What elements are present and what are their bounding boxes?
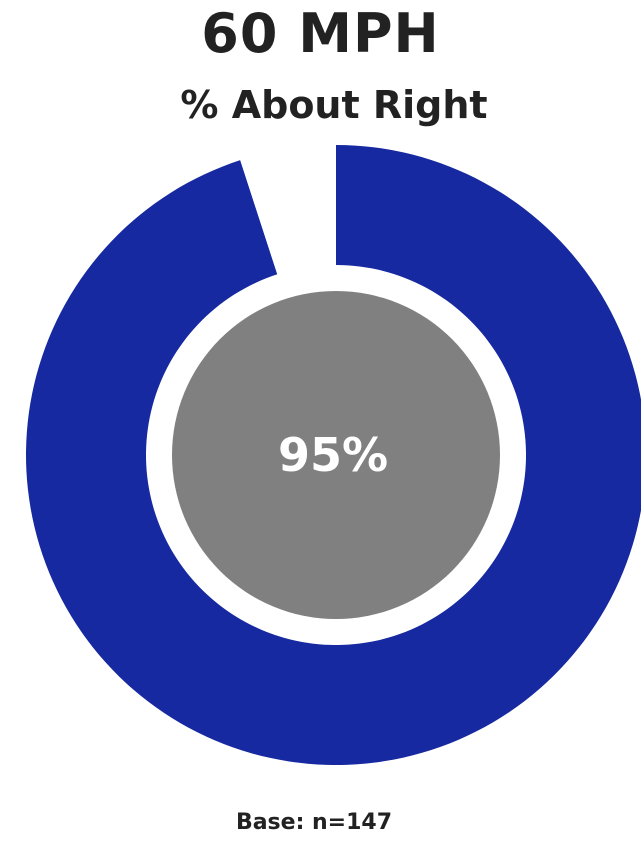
donut-slices	[26, 145, 641, 765]
chart-subtitle: % About Right	[180, 83, 488, 127]
base-note: Base: n=147	[235, 810, 393, 835]
center-value-label: 95%	[278, 428, 388, 482]
center-disc	[172, 291, 500, 619]
donut-slice-0	[26, 145, 641, 765]
chart-title: 60 MPH	[201, 2, 440, 65]
donut-slice-1	[240, 145, 336, 275]
